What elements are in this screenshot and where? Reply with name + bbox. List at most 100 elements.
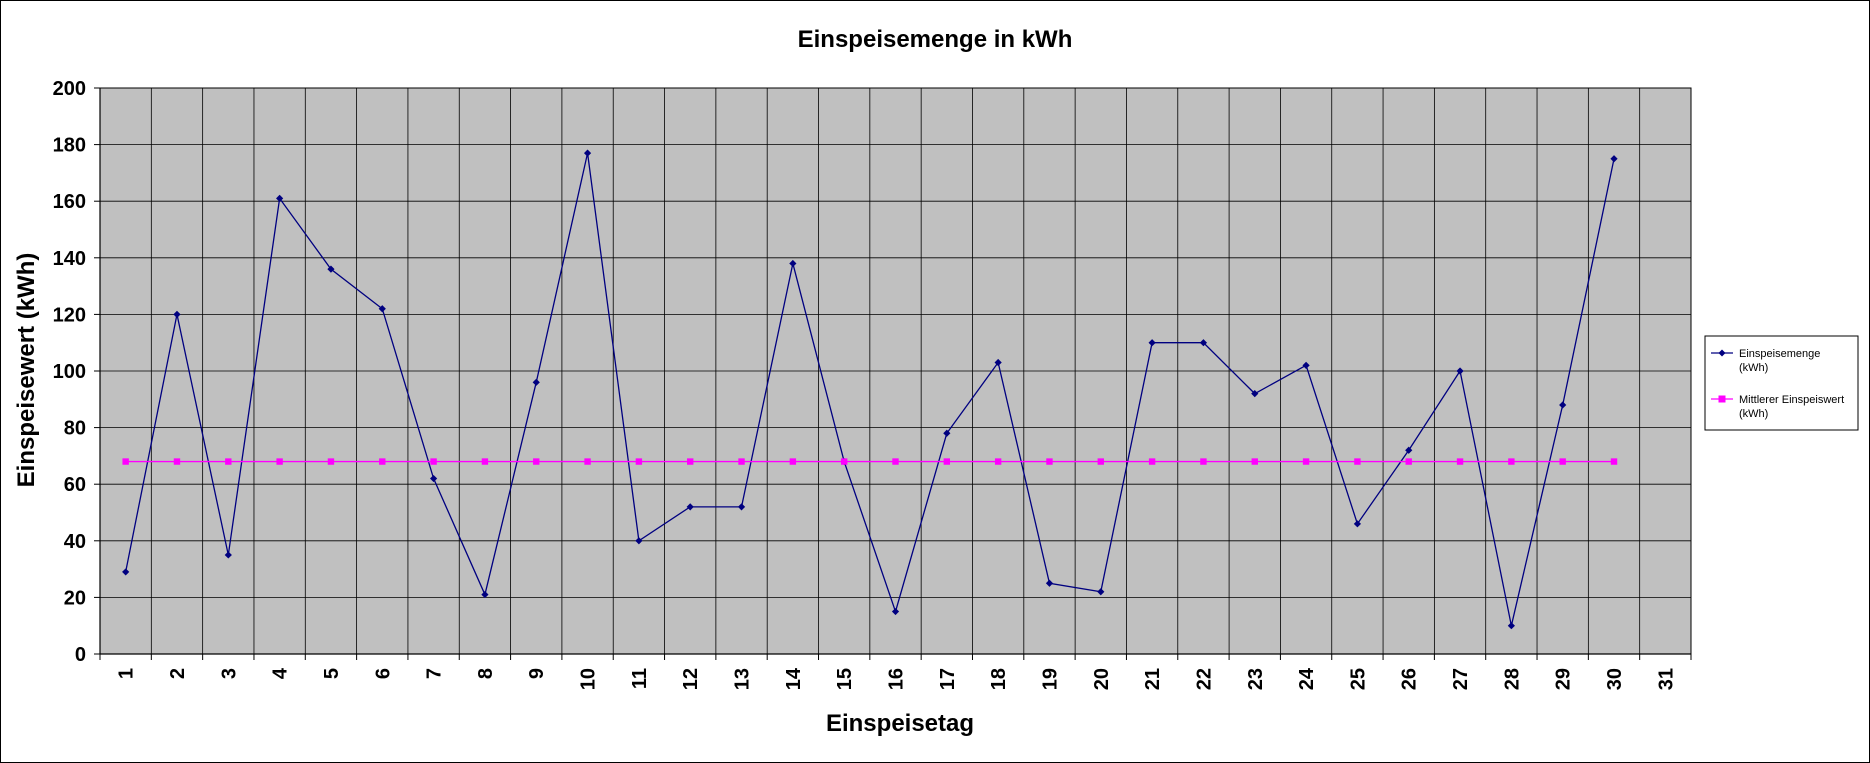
x-tick-label: 5 [321,668,343,679]
x-tick-label: 18 [988,668,1010,690]
data-point [635,458,643,465]
data-point [430,458,437,465]
data-point [327,458,335,465]
data-point [1097,588,1105,596]
data-point [532,378,540,386]
data-point [276,194,284,202]
data-point [994,358,1002,367]
data-point [1353,520,1362,528]
x-tick-label: 23 [1245,668,1267,690]
x-tick-label: 29 [1553,668,1575,690]
x-tick-label: 6 [372,668,394,679]
data-point [687,458,694,465]
x-tick-label: 31 [1655,668,1677,690]
data-point [1559,401,1567,409]
series-group [122,149,1618,630]
data-point [224,551,232,559]
data-point [481,590,489,599]
data-point [1200,458,1207,465]
data-point [1251,390,1259,398]
y-tick-label: 160 [53,191,86,213]
data-point [1302,361,1310,369]
y-axis-title: Einspeisewert (kWh) [13,253,40,488]
y-tick-label: 100 [53,361,86,383]
data-point [481,458,489,465]
y-tick-label: 140 [53,248,86,270]
legend-box [1704,335,1859,431]
y-tick-label: 180 [53,135,86,157]
x-tick-label: 4 [270,667,292,679]
data-point [1302,458,1310,465]
data-point [1097,458,1104,465]
data-point [891,607,900,616]
diamond-marker-icon [1718,349,1726,357]
x-tick-label: 7 [424,668,446,679]
data-point [1405,446,1413,454]
x-tick-label: 14 [783,667,805,690]
data-point [1405,458,1412,465]
data-point [738,458,745,465]
data-point [943,458,951,465]
x-tick-label: 24 [1296,667,1318,690]
data-point [1199,339,1208,347]
y-tick-label: 80 [64,418,86,440]
data-point [225,458,232,465]
legend-label-mittlerer-2: (kWh) [1739,408,1768,420]
x-tick-label: 21 [1142,668,1164,690]
x-tick-label: 16 [886,668,908,690]
data-point [1148,458,1156,465]
data-point [327,265,335,273]
y-tick-label: 200 [53,78,86,100]
square-marker-icon [1718,395,1726,403]
data-point [583,149,592,157]
data-point [892,458,899,465]
x-tick-label: 1 [116,668,138,679]
x-tick-label: 26 [1399,668,1421,690]
legend-label-einspeisemenge-1: Einspeisemenge [1739,348,1820,360]
data-point [1045,579,1054,587]
x-tick-label: 8 [475,668,497,679]
data-point [1456,367,1464,375]
chart-title: Einspeisemenge in kWh [798,26,1073,53]
data-point [379,458,386,465]
y-tick-label: 40 [64,531,86,553]
data-point [1251,458,1258,465]
legend-label-mittlerer-1: Mittlerer Einspeiswert [1739,394,1844,406]
x-tick-label: 2 [167,668,189,679]
data-point [943,429,951,437]
x-tick-label: 20 [1091,668,1113,690]
data-point [1610,458,1618,465]
y-tick-label: 0 [75,644,86,666]
x-tick-label: 22 [1193,668,1215,690]
legend: Einspeisemenge (kWh) Mittlerer Einspeisw… [1704,335,1859,431]
x-tick-label: 15 [834,668,856,690]
gridlines [100,87,1691,654]
series-line [125,152,1615,626]
legend-item-einspeisemenge: Einspeisemenge (kWh) [1711,348,1820,374]
data-point [789,259,797,268]
data-point [276,458,283,465]
data-point [840,458,848,465]
data-point [1559,458,1566,465]
data-point [1046,458,1053,465]
data-point [584,458,591,465]
x-tick-label: 9 [526,668,548,679]
data-point [122,568,130,576]
x-tick-label: 28 [1501,668,1523,690]
data-point [429,474,438,483]
x-tick-label: 27 [1450,668,1472,690]
x-tick-label: 3 [218,668,240,679]
x-tick-label: 13 [732,668,754,690]
data-point [173,458,181,465]
data-point [789,458,797,465]
x-tick-label: 12 [680,668,702,690]
data-point [122,458,129,465]
data-point [1610,155,1618,163]
x-tick-label: 10 [578,668,600,690]
legend-item-mittlerer: Mittlerer Einspeiswert (kWh) [1711,394,1844,420]
data-point [635,537,643,545]
data-point [1354,458,1361,465]
data-point [533,458,540,465]
